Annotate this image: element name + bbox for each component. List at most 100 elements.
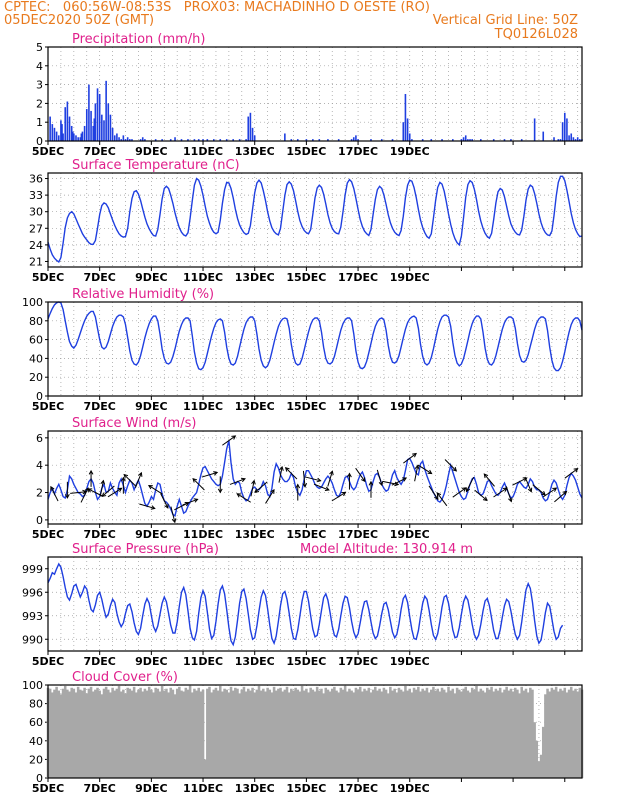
bar	[122, 689, 125, 778]
bar	[109, 692, 112, 778]
y-tick-label: 0	[36, 514, 43, 527]
wind-arrow-head	[270, 488, 275, 494]
bar	[468, 692, 472, 778]
plot-frame	[47, 430, 583, 525]
bar	[552, 689, 556, 778]
bar	[318, 690, 321, 778]
bar	[441, 139, 443, 141]
wind-arrow-head	[84, 487, 89, 493]
bar	[238, 693, 241, 778]
bar	[253, 135, 256, 141]
wind-arrow	[148, 485, 163, 495]
bar	[81, 690, 84, 778]
bar	[244, 691, 248, 778]
bar	[57, 135, 60, 141]
bar	[330, 688, 334, 778]
y-tick-label: 21	[29, 255, 43, 268]
bar	[481, 690, 485, 778]
bar	[535, 740, 539, 778]
wind-arrow-head	[573, 467, 579, 473]
bar	[513, 687, 517, 778]
bar	[554, 686, 558, 778]
bar	[438, 691, 442, 778]
wind-arrow	[285, 467, 298, 480]
x-tick-label: 11DEC	[183, 145, 223, 158]
bar	[124, 139, 127, 141]
bar	[579, 139, 581, 141]
wind-arrow	[123, 474, 136, 487]
bar	[234, 687, 237, 778]
bar	[72, 688, 76, 778]
bar	[518, 693, 521, 778]
bar	[565, 692, 569, 778]
bar	[73, 133, 75, 141]
bar	[57, 690, 61, 778]
wind-arrow	[417, 464, 432, 474]
bar	[320, 688, 323, 778]
bar	[337, 692, 340, 778]
y-tick-label: 60	[29, 334, 43, 347]
bar	[158, 691, 162, 778]
bar	[544, 694, 547, 778]
bar	[94, 689, 97, 778]
x-tick-label: 13DEC	[235, 400, 275, 413]
wind-arrow-head	[231, 435, 237, 440]
bar	[130, 690, 134, 778]
bar	[227, 692, 231, 778]
y-tick-label: 40	[29, 735, 43, 748]
bar	[492, 691, 495, 778]
bar	[270, 692, 274, 778]
bar	[88, 84, 90, 141]
bar	[559, 139, 562, 141]
y-tick-label: 4	[36, 459, 43, 472]
bar	[326, 689, 330, 778]
wind-arrow-head	[213, 471, 219, 476]
bar	[432, 686, 435, 778]
bar	[124, 693, 127, 778]
bar	[111, 687, 114, 778]
wind-arrow	[382, 480, 399, 486]
bar	[283, 689, 287, 778]
wind-arrow-head	[236, 493, 242, 498]
bar	[96, 88, 99, 141]
y-tick-label: 20	[29, 371, 43, 384]
x-tick-label: 17DEC	[338, 528, 378, 541]
plot-frame	[47, 556, 583, 652]
bar	[117, 685, 121, 778]
bar	[361, 691, 364, 778]
bar	[563, 112, 566, 141]
y-tick-label: 2	[36, 487, 43, 500]
bar	[393, 688, 396, 778]
bar	[139, 687, 142, 778]
bar	[242, 686, 246, 778]
bar	[144, 139, 146, 141]
wind-arrow-head	[414, 464, 420, 470]
bar	[488, 689, 491, 778]
bar	[466, 690, 470, 778]
wind-arrow	[452, 487, 467, 498]
bar	[503, 689, 506, 778]
wind-arrow-head	[541, 491, 546, 496]
bar	[212, 139, 215, 141]
bar	[122, 135, 125, 141]
bar	[74, 692, 78, 778]
plot-frame	[47, 46, 583, 142]
bar	[356, 689, 360, 778]
bar	[357, 139, 359, 141]
bar	[101, 114, 103, 141]
x-tick-label: 19DEC	[390, 145, 430, 158]
wind-arrow-head	[147, 485, 153, 490]
bar	[318, 139, 321, 141]
x-tick-label: 17DEC	[338, 782, 378, 795]
bar	[333, 686, 336, 778]
bar	[408, 688, 412, 778]
bar	[452, 139, 454, 141]
chart-title: Surface Temperature (nC)	[72, 158, 240, 173]
bar	[578, 687, 582, 778]
bar	[533, 722, 536, 778]
bar	[485, 687, 489, 778]
x-tick-label: 11DEC	[183, 528, 223, 541]
bar	[246, 688, 250, 778]
x-tick-label: 13DEC	[235, 655, 275, 668]
x-tick-label: 17DEC	[338, 400, 378, 413]
